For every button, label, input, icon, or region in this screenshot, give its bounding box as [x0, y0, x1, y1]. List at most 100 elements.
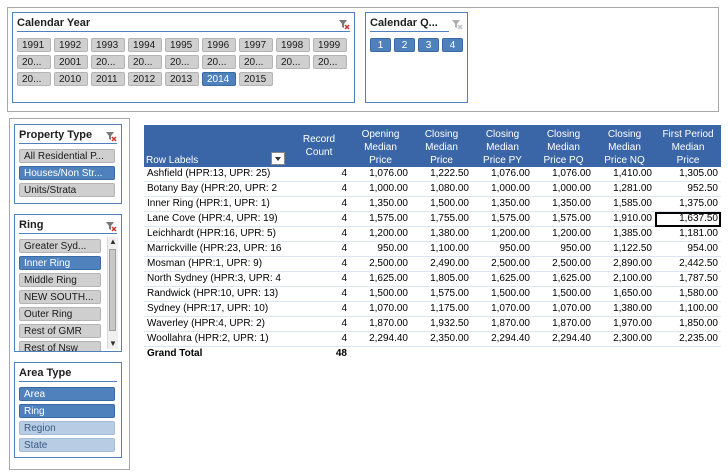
value-cell[interactable]: 1,580.00 [655, 286, 721, 302]
slicer-item-button[interactable]: 1999 [313, 38, 347, 52]
scroll-up-icon[interactable]: ▲ [109, 237, 117, 246]
value-cell[interactable]: 2,442.50 [655, 256, 721, 272]
row-label-cell[interactable]: Botany Bay (HPR:20, UPR: 2 [144, 181, 288, 197]
value-cell[interactable]: 4 [288, 167, 350, 182]
value-cell[interactable]: 1,637.50 [655, 211, 721, 227]
slicer-item-button[interactable]: 1993 [91, 38, 125, 52]
value-cell[interactable]: 950.00 [472, 241, 533, 257]
value-cell[interactable]: 2,490.00 [411, 256, 472, 272]
value-cell[interactable]: 1,080.00 [411, 181, 472, 197]
value-cell[interactable]: 950.00 [533, 241, 594, 257]
slicer-item-button[interactable]: Ring [19, 404, 115, 418]
slicer-item-button[interactable]: 1995 [165, 38, 199, 52]
clear-filter-icon[interactable] [105, 220, 117, 232]
value-cell[interactable]: 1,200.00 [350, 226, 411, 242]
value-cell[interactable]: 1,575.00 [533, 211, 594, 227]
value-cell[interactable]: 1,650.00 [594, 286, 655, 302]
slicer-item-button[interactable]: 20... [202, 55, 236, 69]
value-cell[interactable]: 1,575.00 [411, 286, 472, 302]
dropdown-arrow-icon[interactable] [271, 152, 285, 165]
value-cell[interactable]: 1,625.00 [472, 271, 533, 287]
slicer-item-button[interactable]: Units/Strata [19, 183, 115, 197]
slicer-item-button[interactable]: Inner Ring [19, 256, 101, 270]
value-cell[interactable]: 4 [288, 256, 350, 272]
value-cell[interactable]: 1,575.00 [472, 211, 533, 227]
slicer-item-button[interactable]: 1994 [128, 38, 162, 52]
clear-filter-icon[interactable] [451, 18, 463, 30]
value-cell[interactable]: 1,200.00 [533, 226, 594, 242]
value-cell[interactable]: 1,076.00 [472, 167, 533, 182]
value-cell[interactable]: 2,235.00 [655, 331, 721, 347]
row-labels-header[interactable]: Row Labels [144, 125, 288, 167]
value-cell[interactable]: 1,870.00 [472, 316, 533, 332]
value-cell[interactable]: 1,380.00 [411, 226, 472, 242]
row-label-cell[interactable]: Ashfield (HPR:13, UPR: 25) [144, 167, 288, 182]
slicer-item-button[interactable]: Rest of Nsw [19, 341, 101, 351]
value-cell[interactable]: 1,076.00 [533, 167, 594, 182]
slicer-item-button[interactable]: 20... [313, 55, 347, 69]
slicer-item-button[interactable]: 1 [370, 38, 391, 52]
value-cell[interactable]: 1,281.00 [594, 181, 655, 197]
value-cell[interactable]: 1,076.00 [350, 167, 411, 182]
value-cell[interactable]: 1,100.00 [655, 301, 721, 317]
value-cell[interactable]: 4 [288, 271, 350, 287]
slicer-item-button[interactable]: 1998 [276, 38, 310, 52]
value-cell[interactable]: 1,625.00 [350, 271, 411, 287]
slicer-item-button[interactable]: 20... [128, 55, 162, 69]
slicer-item-button[interactable]: 20... [276, 55, 310, 69]
value-cell[interactable]: 1,181.00 [655, 226, 721, 242]
value-cell[interactable]: 1,755.00 [411, 211, 472, 227]
value-cell[interactable]: 1,870.00 [350, 316, 411, 332]
value-cell[interactable]: 1,070.00 [533, 301, 594, 317]
row-label-cell[interactable]: Lane Cove (HPR:4, UPR: 19) [144, 211, 288, 227]
value-cell[interactable]: 1,350.00 [350, 196, 411, 212]
slicer-item-button[interactable]: Area [19, 387, 115, 401]
clear-filter-icon[interactable] [105, 130, 117, 142]
scroll-down-icon[interactable]: ▼ [109, 339, 117, 348]
slicer-item-button[interactable]: 20... [17, 55, 51, 69]
value-cell[interactable]: 1,932.50 [411, 316, 472, 332]
value-cell[interactable]: 2,500.00 [472, 256, 533, 272]
scroll-thumb[interactable] [109, 249, 116, 331]
slicer-item-button[interactable]: 1992 [54, 38, 88, 52]
value-cell[interactable]: 4 [288, 211, 350, 227]
value-cell[interactable]: 1,500.00 [350, 286, 411, 302]
value-cell[interactable]: 1,000.00 [472, 181, 533, 197]
value-cell[interactable]: 4 [288, 286, 350, 302]
slicer-item-button[interactable]: 1996 [202, 38, 236, 52]
value-cell[interactable]: 1,350.00 [533, 196, 594, 212]
row-label-cell[interactable]: Sydney (HPR:17, UPR: 10) [144, 301, 288, 317]
value-cell[interactable]: 2,350.00 [411, 331, 472, 347]
value-cell[interactable]: 1,222.50 [411, 167, 472, 182]
slicer-item-button[interactable]: Middle Ring [19, 273, 101, 287]
value-cell[interactable]: 1,380.00 [594, 301, 655, 317]
slicer-item-button[interactable]: 4 [442, 38, 463, 52]
value-cell[interactable]: 4 [288, 241, 350, 257]
slicer-item-button[interactable]: 2001 [54, 55, 88, 69]
value-cell[interactable]: 2,300.00 [594, 331, 655, 347]
row-label-cell[interactable]: Marrickville (HPR:23, UPR: 16 [144, 241, 288, 257]
value-cell[interactable]: 4 [288, 226, 350, 242]
value-cell[interactable]: 1,122.50 [594, 241, 655, 257]
row-label-cell[interactable]: Waverley (HPR:4, UPR: 2) [144, 316, 288, 332]
value-cell[interactable]: 950.00 [350, 241, 411, 257]
value-cell[interactable]: 1,200.00 [472, 226, 533, 242]
value-cell[interactable]: 952.50 [655, 181, 721, 197]
clear-filter-icon[interactable] [338, 18, 350, 30]
value-cell[interactable]: 1,500.00 [533, 286, 594, 302]
value-cell[interactable]: 1,970.00 [594, 316, 655, 332]
slicer-item-button[interactable]: 1991 [17, 38, 51, 52]
value-cell[interactable]: 1,870.00 [533, 316, 594, 332]
value-cell[interactable]: 1,625.00 [533, 271, 594, 287]
value-cell[interactable]: 4 [288, 181, 350, 197]
slicer-item-button[interactable]: Rest of GMR [19, 324, 101, 338]
value-cell[interactable]: 1,000.00 [533, 181, 594, 197]
value-cell[interactable]: 1,070.00 [472, 301, 533, 317]
slicer-item-button[interactable]: 20... [239, 55, 273, 69]
value-cell[interactable]: 2,294.40 [472, 331, 533, 347]
row-label-cell[interactable]: Mosman (HPR:1, UPR: 9) [144, 256, 288, 272]
value-cell[interactable]: 1,805.00 [411, 271, 472, 287]
slicer-item-button[interactable]: 2 [394, 38, 415, 52]
value-cell[interactable]: 2,294.40 [533, 331, 594, 347]
slicer-item-button[interactable]: 20... [91, 55, 125, 69]
